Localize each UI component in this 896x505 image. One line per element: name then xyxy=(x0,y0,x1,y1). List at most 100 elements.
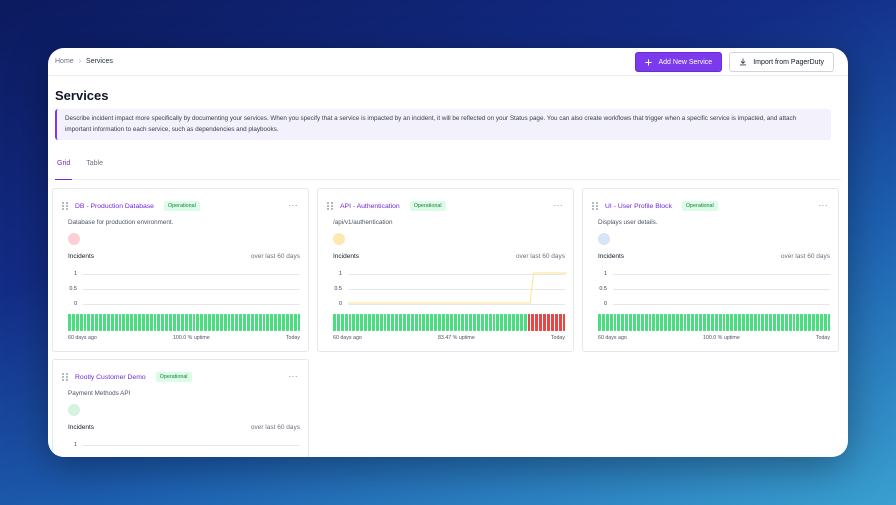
uptime-day-bar[interactable] xyxy=(406,314,410,331)
uptime-day-bar[interactable] xyxy=(395,314,399,331)
uptime-day-bar[interactable] xyxy=(815,314,819,331)
drag-handle-icon[interactable] xyxy=(592,201,598,211)
uptime-day-bar[interactable] xyxy=(562,314,566,331)
uptime-day-bar[interactable] xyxy=(773,314,776,331)
uptime-day-bar[interactable] xyxy=(418,314,422,331)
uptime-day-bar[interactable] xyxy=(811,314,815,331)
uptime-day-bar[interactable] xyxy=(644,314,648,331)
tab-table[interactable]: Table xyxy=(86,160,103,167)
uptime-day-bar[interactable] xyxy=(706,314,710,331)
uptime-day-bar[interactable] xyxy=(613,314,617,331)
uptime-day-bar[interactable] xyxy=(235,314,239,331)
uptime-day-bar[interactable] xyxy=(504,314,508,331)
uptime-day-bar[interactable] xyxy=(496,314,500,331)
uptime-day-bar[interactable] xyxy=(348,314,352,331)
uptime-day-bar[interactable] xyxy=(254,314,258,331)
uptime-day-bar[interactable] xyxy=(200,314,204,331)
uptime-day-bar[interactable] xyxy=(422,314,426,331)
uptime-day-bar[interactable] xyxy=(703,314,706,331)
uptime-day-bar[interactable] xyxy=(461,314,465,331)
uptime-day-bar[interactable] xyxy=(734,314,738,331)
uptime-day-bar[interactable] xyxy=(262,314,266,331)
drag-handle-icon[interactable] xyxy=(62,372,68,382)
uptime-day-bar[interactable] xyxy=(780,314,784,331)
uptime-day-bar[interactable] xyxy=(741,314,745,331)
uptime-day-bar[interactable] xyxy=(710,314,714,331)
uptime-day-bar[interactable] xyxy=(410,314,414,331)
uptime-day-bar[interactable] xyxy=(699,314,703,331)
uptime-day-bar[interactable] xyxy=(636,314,640,331)
uptime-day-bar[interactable] xyxy=(776,314,780,331)
uptime-day-bar[interactable] xyxy=(231,314,235,331)
uptime-day-bar[interactable] xyxy=(387,314,391,331)
uptime-day-bar[interactable] xyxy=(141,314,145,331)
uptime-day-bar[interactable] xyxy=(784,314,788,331)
uptime-day-bar[interactable] xyxy=(691,314,695,331)
uptime-day-bar[interactable] xyxy=(356,314,360,331)
breadcrumb-home[interactable]: Home xyxy=(55,58,74,65)
uptime-day-bar[interactable] xyxy=(730,314,734,331)
uptime-day-bar[interactable] xyxy=(695,314,699,331)
uptime-day-bar[interactable] xyxy=(500,314,504,331)
uptime-day-bar[interactable] xyxy=(550,314,554,331)
uptime-day-bar[interactable] xyxy=(83,314,87,331)
more-options-icon[interactable]: ··· xyxy=(553,201,563,210)
uptime-day-bar[interactable] xyxy=(621,314,625,331)
uptime-day-bar[interactable] xyxy=(823,314,827,331)
uptime-day-bar[interactable] xyxy=(246,314,250,331)
uptime-day-bar[interactable] xyxy=(465,314,469,331)
uptime-day-bar[interactable] xyxy=(122,314,126,331)
uptime-day-bar[interactable] xyxy=(157,314,161,331)
uptime-day-bar[interactable] xyxy=(480,314,484,331)
uptime-day-bar[interactable] xyxy=(371,314,375,331)
uptime-day-bar[interactable] xyxy=(161,314,165,331)
more-options-icon[interactable]: ··· xyxy=(288,201,298,210)
uptime-day-bar[interactable] xyxy=(68,314,71,331)
uptime-day-bar[interactable] xyxy=(227,314,231,331)
uptime-day-bar[interactable] xyxy=(344,314,348,331)
uptime-day-bar[interactable] xyxy=(543,314,546,331)
uptime-day-bar[interactable] xyxy=(114,314,118,331)
uptime-day-bar[interactable] xyxy=(110,314,114,331)
uptime-day-bar[interactable] xyxy=(379,314,383,331)
uptime-day-bar[interactable] xyxy=(149,314,153,331)
uptime-day-bar[interactable] xyxy=(527,314,531,331)
uptime-day-bar[interactable] xyxy=(671,314,675,331)
uptime-day-bar[interactable] xyxy=(765,314,769,331)
uptime-day-bar[interactable] xyxy=(800,314,804,331)
uptime-day-bar[interactable] xyxy=(103,314,106,331)
uptime-day-bar[interactable] xyxy=(289,314,293,331)
uptime-day-bar[interactable] xyxy=(718,314,722,331)
service-name-link[interactable]: UI - User Profile Block xyxy=(605,202,672,210)
uptime-day-bar[interactable] xyxy=(118,314,122,331)
uptime-day-bar[interactable] xyxy=(293,314,297,331)
import-pagerduty-button[interactable]: Import from PagerDuty xyxy=(729,52,834,72)
uptime-day-bar[interactable] xyxy=(239,314,243,331)
uptime-day-bar[interactable] xyxy=(488,314,492,331)
uptime-day-bar[interactable] xyxy=(476,314,480,331)
uptime-day-bar[interactable] xyxy=(629,314,633,331)
uptime-day-bar[interactable] xyxy=(827,314,831,331)
uptime-day-bar[interactable] xyxy=(668,314,671,331)
uptime-day-bar[interactable] xyxy=(383,314,387,331)
service-card[interactable]: UI - User Profile Block Operational ··· Dis… xyxy=(582,188,839,352)
uptime-day-bar[interactable] xyxy=(153,314,157,331)
uptime-day-bar[interactable] xyxy=(180,314,184,331)
uptime-day-bar[interactable] xyxy=(192,314,196,331)
uptime-day-bar[interactable] xyxy=(79,314,83,331)
uptime-day-bar[interactable] xyxy=(176,314,180,331)
uptime-day-bar[interactable] xyxy=(819,314,823,331)
uptime-day-bar[interactable] xyxy=(211,314,215,331)
uptime-day-bar[interactable] xyxy=(605,314,609,331)
uptime-day-bar[interactable] xyxy=(368,314,371,331)
uptime-day-bar[interactable] xyxy=(617,314,621,331)
uptime-day-bar[interactable] xyxy=(714,314,718,331)
uptime-day-bar[interactable] xyxy=(726,314,730,331)
uptime-day-bar[interactable] xyxy=(184,314,188,331)
uptime-day-bar[interactable] xyxy=(546,314,550,331)
uptime-day-bar[interactable] xyxy=(430,314,434,331)
uptime-day-bar[interactable] xyxy=(208,314,211,331)
uptime-day-bar[interactable] xyxy=(792,314,796,331)
uptime-day-bar[interactable] xyxy=(434,314,438,331)
more-options-icon[interactable]: ··· xyxy=(818,201,828,210)
